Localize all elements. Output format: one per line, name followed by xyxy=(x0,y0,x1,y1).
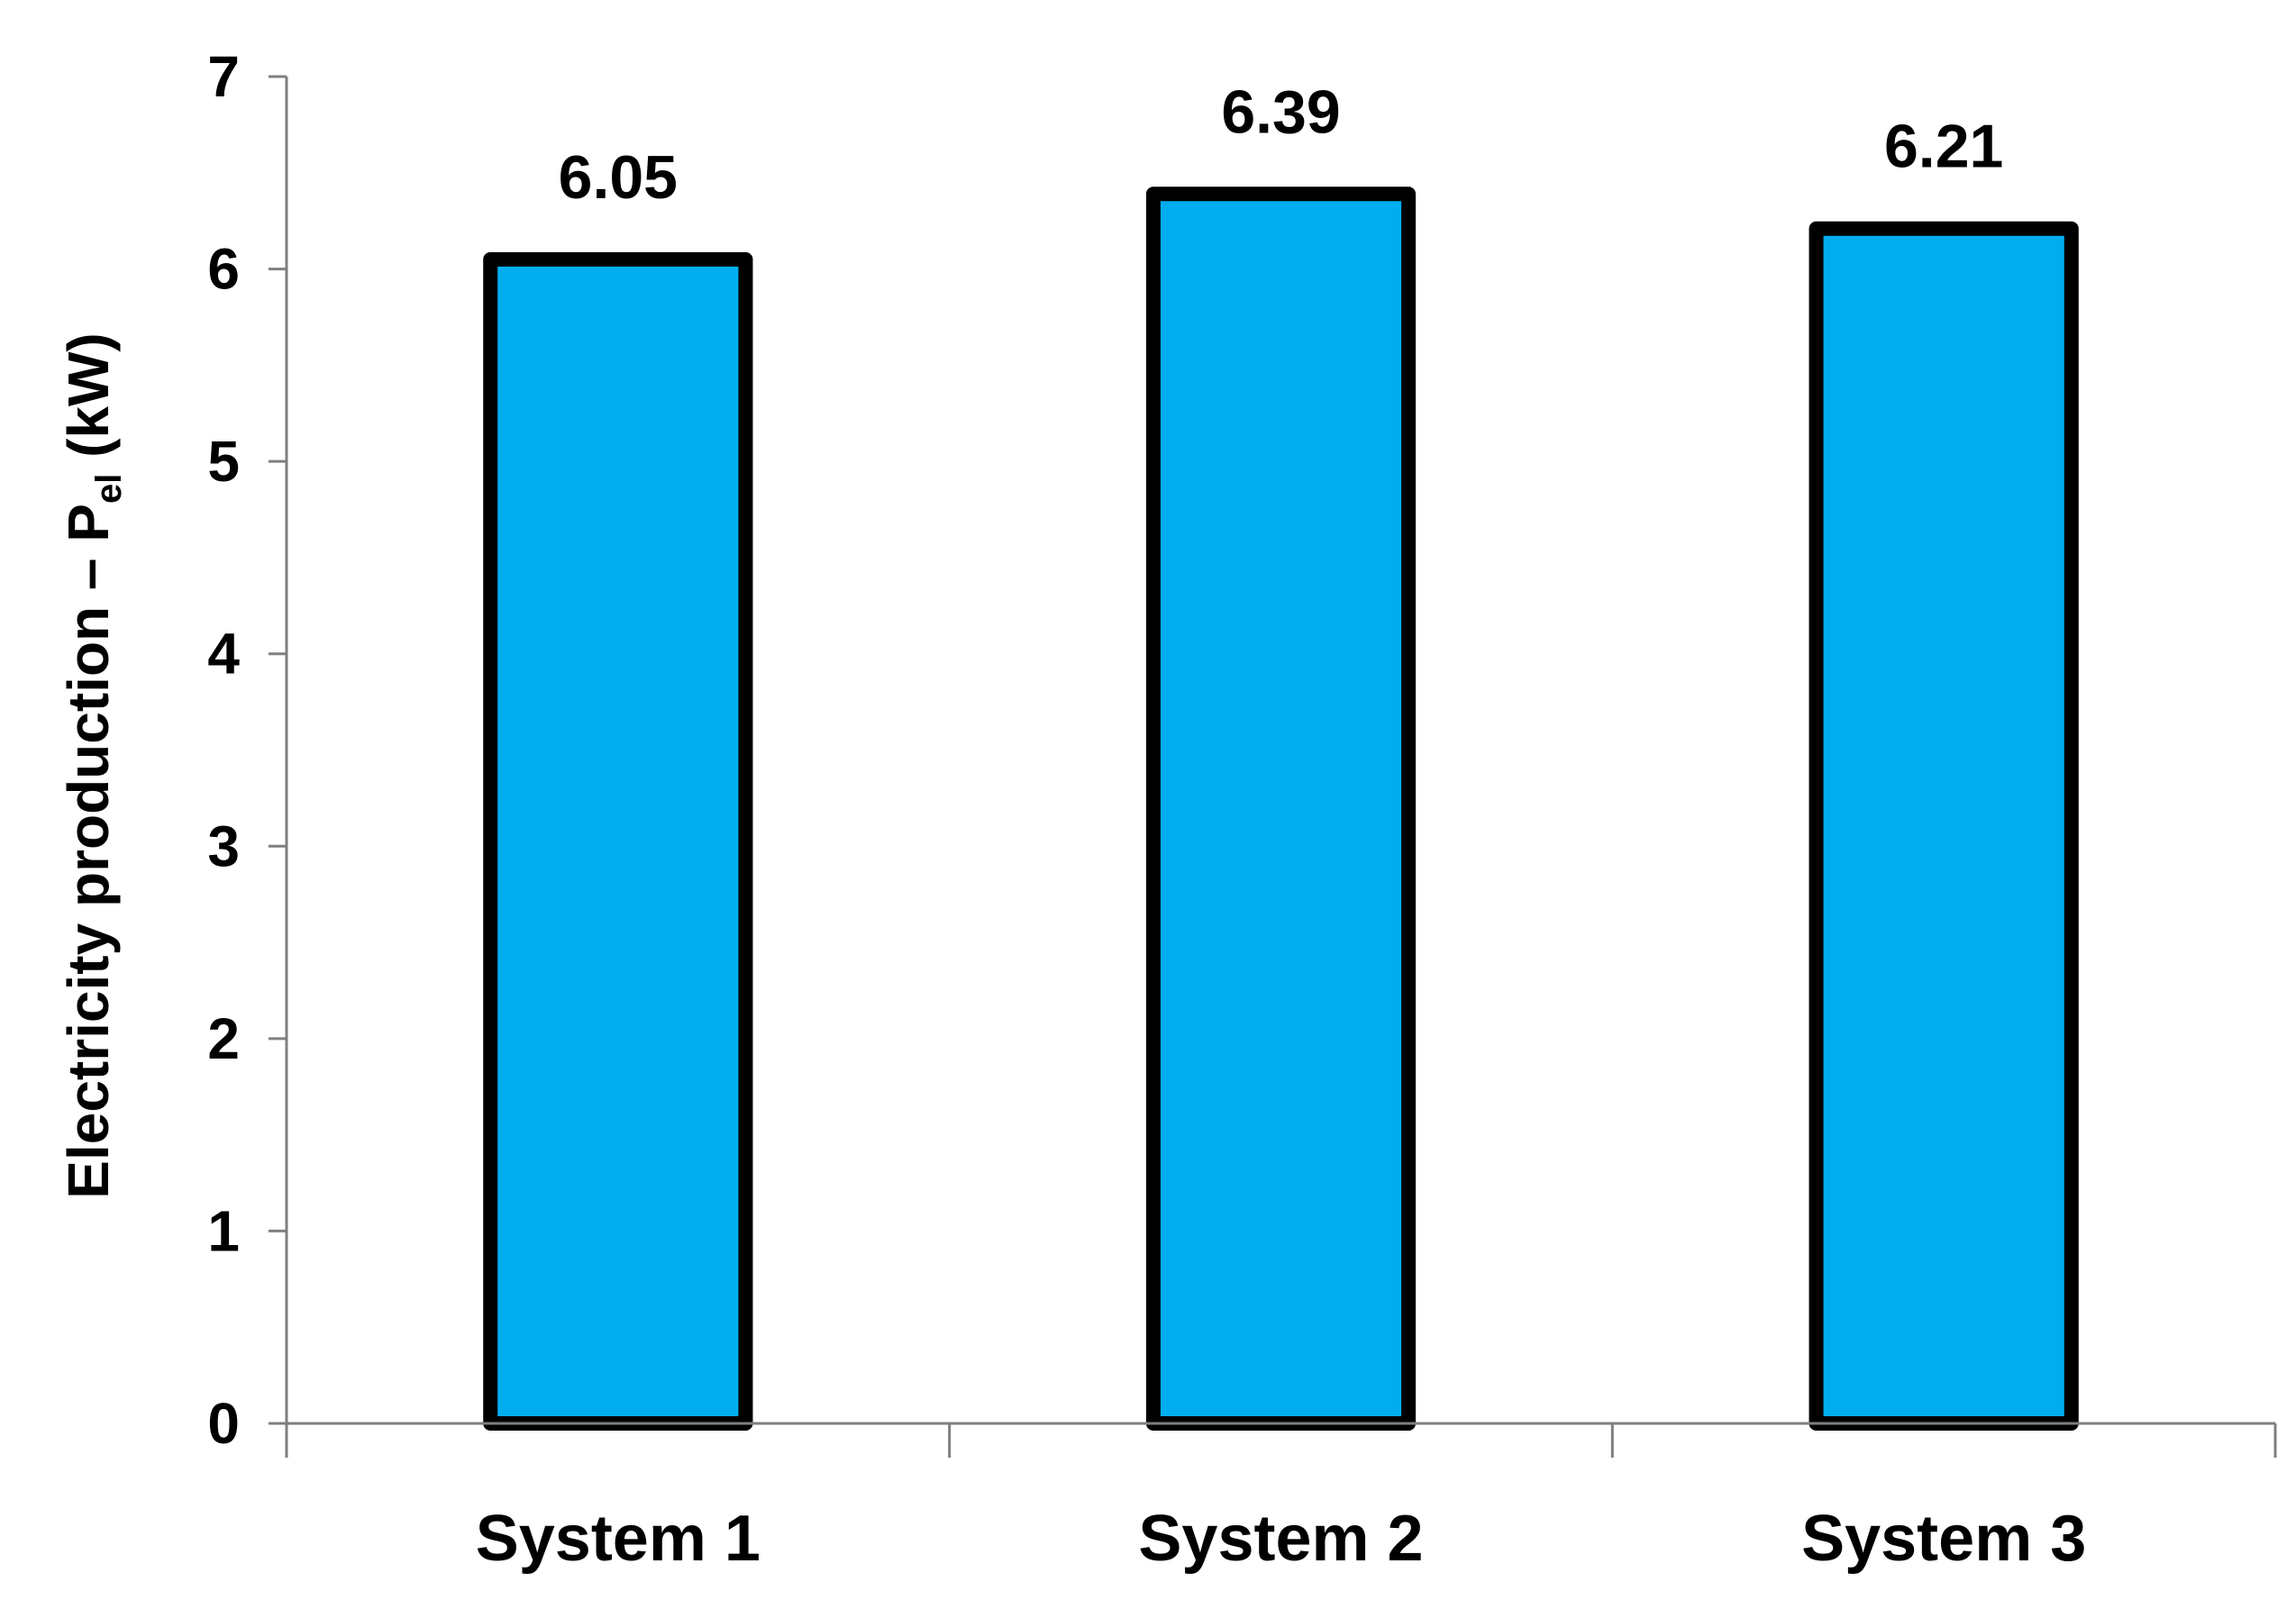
bar-2 xyxy=(1145,186,1417,1431)
y-axis-title-main: Electricity production – P xyxy=(56,504,121,1199)
bar-3 xyxy=(1809,221,2079,1431)
bar-value-label: 6.05 xyxy=(559,143,678,212)
bars xyxy=(483,186,2079,1432)
value-labels: 6.05 6.39 6.21 xyxy=(559,77,2004,212)
y-tick-label: 7 xyxy=(207,44,240,109)
y-tick-label: 0 xyxy=(207,1391,240,1456)
y-tick-label: 1 xyxy=(207,1198,240,1263)
y-tick-label: 3 xyxy=(207,814,240,878)
y-axis-ticks: 0 1 2 3 4 5 6 7 xyxy=(207,44,288,1456)
y-tick-label: 6 xyxy=(207,237,240,302)
svg-text:Electricity production – Pel (: Electricity production – Pel (kW) xyxy=(56,332,129,1198)
y-tick-label: 4 xyxy=(207,622,240,686)
x-category-label: System 1 xyxy=(476,1503,761,1575)
y-axis-title-suffix: (kW) xyxy=(56,332,121,473)
x-axis xyxy=(285,1422,2277,1458)
x-category-label: System 2 xyxy=(1138,1503,1423,1575)
y-tick-label: 2 xyxy=(207,1006,240,1071)
y-tick-label: 5 xyxy=(207,429,240,494)
bar-value-label: 6.21 xyxy=(1884,113,2003,181)
y-axis-title: Electricity production – Pel (kW) xyxy=(56,332,129,1198)
y-axis-title-subscript: el xyxy=(89,474,129,504)
bar-1 xyxy=(483,251,753,1432)
bar-value-label: 6.39 xyxy=(1221,77,1340,146)
category-labels: System 1 System 2 System 3 xyxy=(476,1503,2087,1575)
x-category-label: System 3 xyxy=(1801,1503,2086,1575)
